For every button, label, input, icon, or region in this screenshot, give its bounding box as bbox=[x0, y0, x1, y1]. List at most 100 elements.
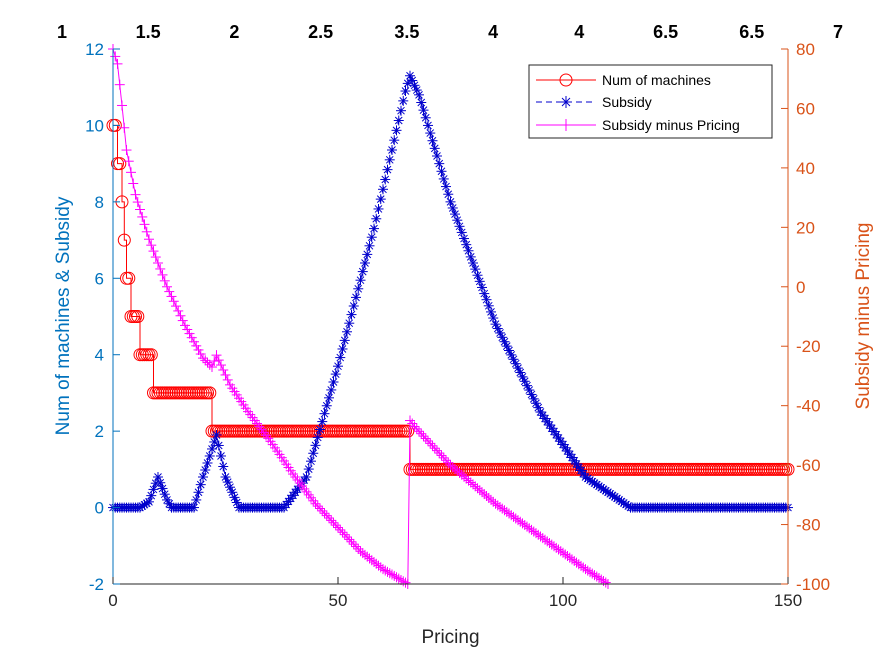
minus-point-17 bbox=[146, 240, 157, 251]
left-tick-label-6: 10 bbox=[85, 116, 104, 135]
minus-point-50 bbox=[220, 369, 231, 380]
minus-point-165 bbox=[479, 489, 490, 500]
right-tick-label-5: 0 bbox=[796, 278, 805, 297]
subsidy-point-137 bbox=[416, 97, 427, 108]
minus-point-40 bbox=[198, 353, 208, 364]
minus-point-139 bbox=[420, 433, 431, 444]
minus-point-35 bbox=[186, 332, 197, 343]
minus-point-129 bbox=[398, 576, 409, 587]
minus-point-163 bbox=[474, 485, 485, 496]
legend: Num of machines Subsidy Subsidy minus Pr… bbox=[528, 64, 773, 139]
subsidy-point-87 bbox=[303, 464, 314, 475]
left-tick-label-5: 8 bbox=[95, 193, 104, 212]
minus-point-10 bbox=[130, 189, 141, 200]
machines-point-3 bbox=[113, 157, 127, 171]
minus-point-125 bbox=[389, 570, 400, 581]
minus-point-45 bbox=[209, 356, 220, 367]
minus-point-7 bbox=[123, 156, 134, 167]
minus-point-159 bbox=[465, 477, 476, 488]
minus-point-162 bbox=[472, 483, 483, 494]
minus-point-105 bbox=[344, 534, 355, 545]
subsidy-point-115 bbox=[366, 232, 377, 243]
minus-point-127 bbox=[393, 573, 404, 584]
legend-label-minus: Subsidy minus Pricing bbox=[602, 117, 740, 133]
minus-point-4 bbox=[117, 100, 127, 111]
subsidy-point-102 bbox=[337, 343, 348, 354]
subsidy-point-106 bbox=[346, 309, 357, 320]
legend-label-machines: Num of machines bbox=[602, 72, 711, 88]
x-axis-title: Pricing bbox=[421, 627, 479, 648]
minus-point-168 bbox=[486, 494, 496, 505]
subsidy-point-141 bbox=[425, 128, 436, 139]
subsidy-point-104 bbox=[342, 326, 352, 337]
machines-point-17 bbox=[144, 348, 158, 362]
minus-point-33 bbox=[182, 324, 193, 335]
subsidy-point-140 bbox=[423, 120, 433, 131]
minus-point-135 bbox=[411, 423, 422, 434]
subsidy-point-164 bbox=[477, 282, 487, 293]
minus-point-106 bbox=[346, 536, 357, 547]
legend-entry-machines: Num of machines bbox=[536, 72, 711, 88]
minus-point-152 bbox=[450, 463, 460, 474]
top-label-3: 2.5 bbox=[308, 22, 333, 42]
subsidy-point-107 bbox=[348, 300, 359, 311]
minus-point-15 bbox=[141, 226, 152, 237]
minus-point-25 bbox=[164, 286, 175, 297]
ticks-layer: 0 50 100 150-2024681012-100-80-60-40-200204… bbox=[57, 22, 843, 610]
subsidy-point-90 bbox=[310, 440, 321, 451]
legend-label-subsidy: Subsidy bbox=[602, 94, 652, 110]
machines-point-1 bbox=[108, 118, 122, 132]
subsidy-point-174 bbox=[499, 336, 510, 347]
minus-point-157 bbox=[461, 473, 472, 484]
subsidy-point-105 bbox=[344, 318, 355, 329]
subsidy-point-109 bbox=[353, 283, 364, 294]
subsidy-point-100 bbox=[333, 361, 343, 372]
minus-point-101 bbox=[335, 524, 346, 535]
minus-point-219 bbox=[600, 577, 611, 588]
subsidy-point-126 bbox=[391, 125, 402, 136]
minus-point-98 bbox=[328, 517, 339, 528]
right-tick-label-2: -60 bbox=[796, 456, 821, 475]
minus-point-24 bbox=[162, 281, 172, 292]
x-tick-label-3: 150 bbox=[774, 591, 802, 610]
minus-point-151 bbox=[447, 462, 458, 473]
subsidy-point-152 bbox=[450, 209, 460, 220]
minus-point-136 bbox=[414, 426, 424, 437]
minus-point-109 bbox=[353, 543, 364, 554]
minus-point-47 bbox=[213, 355, 224, 366]
minus-point-11 bbox=[132, 197, 143, 208]
subsidy-point-118 bbox=[373, 203, 384, 214]
minus-point-146 bbox=[436, 450, 447, 461]
subsidy-point-114 bbox=[364, 240, 375, 251]
machines-point-7 bbox=[122, 271, 136, 285]
subsidy-point-119 bbox=[375, 194, 386, 205]
right-tick-label-6: 20 bbox=[796, 218, 815, 237]
minus-point-107 bbox=[348, 539, 359, 550]
minus-point-145 bbox=[434, 448, 445, 459]
minus-point-5 bbox=[119, 122, 130, 133]
subsidy-point-95 bbox=[321, 400, 332, 411]
subsidy-point-101 bbox=[335, 352, 346, 363]
minus-point-123 bbox=[384, 568, 395, 579]
minus-point-130 bbox=[400, 577, 411, 588]
machines-point-131 bbox=[401, 424, 415, 438]
subsidy-point-190 bbox=[535, 407, 546, 418]
minus-point-124 bbox=[387, 569, 397, 580]
subsidy-point-127 bbox=[393, 115, 404, 126]
minus-point-18 bbox=[148, 246, 159, 257]
right-tick-label-4: -20 bbox=[796, 337, 821, 356]
minus-point-36 bbox=[189, 336, 199, 347]
subsidy-point-89 bbox=[308, 448, 319, 459]
minus-point-121 bbox=[380, 565, 391, 576]
top-label-9: 7 bbox=[833, 22, 843, 42]
subsidy-point-145 bbox=[434, 158, 445, 169]
minus-point-16 bbox=[144, 234, 154, 245]
minus-point-155 bbox=[456, 469, 467, 480]
subsidy-point-130 bbox=[400, 86, 411, 97]
subsidy-point-96 bbox=[324, 392, 334, 403]
subsidy-line bbox=[113, 74, 788, 509]
left-tick-label-3: 4 bbox=[95, 346, 104, 365]
minus-point-97 bbox=[326, 515, 337, 526]
legend-marker-machines bbox=[559, 73, 573, 87]
